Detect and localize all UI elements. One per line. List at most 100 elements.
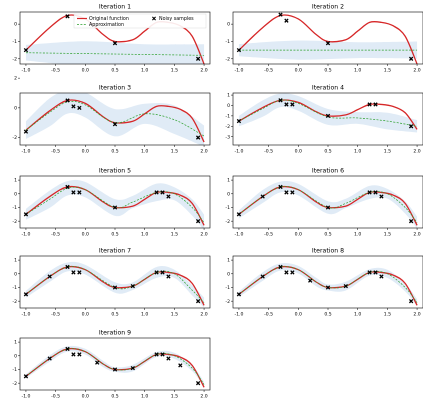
- y-tick-label: -3: [225, 134, 230, 140]
- noisy-sample-point: [367, 270, 372, 275]
- y-tick-label: 1: [227, 258, 230, 264]
- noisy-sample-point: [154, 190, 159, 195]
- y-tick-label: -2: [12, 219, 17, 225]
- y-tick-label: 0: [227, 22, 230, 28]
- noisy-sample-point: [166, 356, 171, 361]
- x-tick-label: 2.0: [200, 394, 207, 400]
- legend-samples-swatch: [152, 16, 156, 21]
- x-tick-label: 0.0: [295, 149, 302, 155]
- noisy-sample-point: [373, 270, 378, 275]
- noisy-sample-point: [77, 190, 82, 195]
- noisy-sample-point: [130, 283, 135, 289]
- x-tick-label: 0.5: [111, 232, 118, 238]
- noisy-sample-point: [112, 205, 118, 210]
- x-tick-label: 1.5: [384, 312, 391, 318]
- noisy-sample-point: [236, 47, 242, 53]
- noisy-sample-point: [367, 190, 372, 195]
- x-tick-label: 0.5: [324, 312, 331, 318]
- noisy-sample-point: [71, 190, 76, 195]
- subplot-title: Iteration 5: [99, 168, 131, 175]
- subplot-iteration-9: Iteration 9 -1.0 -0.5 0.0 0.5 1.0 1.5 2.0 1 0 -1 -2: [12, 330, 211, 400]
- x-tick-label: 2.0: [413, 312, 420, 318]
- y-tick-label: 0: [14, 191, 17, 197]
- subplot-iteration-3: Iteration 3 -1.0 -0.5 0.0 0.5 1.0 1.5 2.0 2 0 -2: [12, 76, 211, 155]
- noisy-sample-point: [23, 374, 29, 379]
- x-tick-label: 1.5: [384, 232, 391, 238]
- plot-area: [238, 93, 418, 133]
- x-tick-label: 0.5: [324, 68, 331, 74]
- y-tick-label: 0: [14, 353, 17, 359]
- y-tick-label: 0: [227, 191, 230, 197]
- noisy-sample-point: [47, 274, 52, 279]
- subplot-title: Iteration 6: [312, 168, 344, 175]
- noisy-sample-point: [77, 352, 82, 357]
- noisy-sample-point: [260, 194, 265, 199]
- x-tick-label: 0.5: [111, 394, 118, 400]
- x-tick-label: -0.5: [51, 232, 60, 238]
- x-tick-label: 0.0: [82, 68, 89, 74]
- y-tick-label: -2: [225, 299, 230, 305]
- noisy-sample-point: [23, 212, 29, 217]
- x-tick-label: 0.0: [295, 312, 302, 318]
- x-tick-label: 0.0: [82, 149, 89, 155]
- noisy-sample-point: [278, 264, 283, 270]
- x-tick-label: 2.0: [200, 68, 207, 74]
- plot-area: [25, 93, 205, 145]
- x-tick-label: 0.5: [111, 68, 118, 74]
- confidence-band: [238, 262, 418, 306]
- y-tick-label: 0: [14, 105, 17, 111]
- y-tick-label: -2: [12, 56, 17, 62]
- x-tick-label: 1.0: [141, 312, 148, 318]
- x-tick-label: 0.5: [111, 312, 118, 318]
- y-tick-label: 0: [227, 271, 230, 277]
- noisy-sample-point: [284, 18, 289, 23]
- noisy-sample-point: [23, 47, 29, 53]
- noisy-sample-point: [278, 12, 283, 17]
- x-tick-label: 0.0: [295, 68, 302, 74]
- x-tick-label: -1.0: [21, 149, 30, 155]
- y-tick-label: 1: [227, 93, 230, 99]
- plot-area: [25, 345, 205, 388]
- subplot-title: Iteration 7: [99, 248, 131, 255]
- noisy-sample-point: [23, 292, 29, 297]
- x-tick-label: 0.0: [82, 232, 89, 238]
- noisy-sample-point: [236, 292, 242, 297]
- noisy-sample-point: [47, 356, 52, 361]
- noisy-sample-point: [77, 270, 82, 275]
- noisy-sample-point: [95, 360, 100, 365]
- x-tick-label: -0.5: [264, 68, 273, 74]
- x-tick-label: -1.0: [234, 149, 243, 155]
- x-tick-label: 0.5: [324, 232, 331, 238]
- noisy-sample-point: [367, 102, 372, 107]
- noisy-sample-point: [65, 184, 70, 190]
- x-tick-label: 1.0: [141, 149, 148, 155]
- noisy-sample-point: [290, 190, 295, 195]
- x-tick-label: -0.5: [51, 149, 60, 155]
- subplot-title: Iteration 4: [312, 85, 344, 92]
- noisy-sample-point: [166, 194, 171, 199]
- plot-area: [238, 262, 418, 306]
- noisy-sample-point: [290, 270, 295, 275]
- x-tick-label: -0.5: [51, 68, 60, 74]
- plot-area: [25, 261, 205, 308]
- noisy-sample-point: [160, 352, 165, 357]
- subplot-iteration-4: Iteration 4 -1.0 -0.5 0.0 0.5 1.0 1.5 2.0 1 0 -1 -2…: [225, 85, 423, 155]
- confidence-band: [25, 261, 205, 308]
- y-tick-label: 0: [227, 103, 230, 109]
- subplot-title: Iteration 1: [99, 4, 131, 11]
- x-tick-label: -1.0: [21, 68, 30, 74]
- noisy-sample-point: [195, 380, 201, 386]
- y-tick-label: 1: [14, 340, 17, 346]
- x-tick-label: 2.0: [413, 232, 420, 238]
- y-tick-label: 0: [14, 22, 17, 28]
- x-tick-label: 1.0: [141, 394, 148, 400]
- approximation-line: [25, 52, 205, 56]
- x-tick-label: 1.0: [141, 232, 148, 238]
- noisy-sample-point: [373, 190, 378, 195]
- y-tick-label: 1: [227, 178, 230, 184]
- x-tick-label: 2.0: [200, 149, 207, 155]
- noisy-sample-point: [71, 270, 76, 275]
- noisy-sample-point: [325, 285, 331, 290]
- noisy-sample-point: [77, 105, 82, 111]
